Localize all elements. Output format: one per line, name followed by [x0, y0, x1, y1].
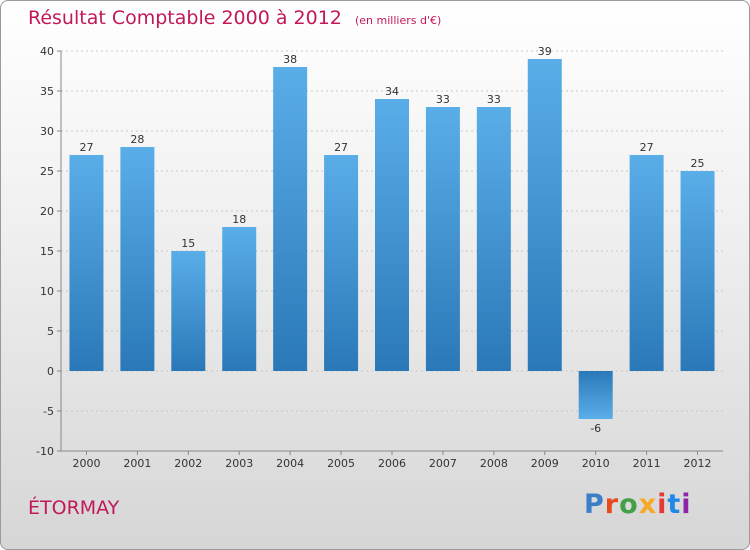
bar-2004: [273, 67, 308, 371]
bar-2007: [425, 107, 460, 371]
y-tick-label: 30: [40, 125, 54, 138]
x-tick-label-2012: 2012: [684, 457, 712, 470]
data-label-2012: 25: [691, 157, 705, 170]
data-label-2007: 33: [436, 93, 450, 106]
logo-letter: x: [638, 489, 658, 520]
x-tick-label-2003: 2003: [225, 457, 253, 470]
logo-letter: i: [657, 489, 668, 520]
data-label-2002: 15: [181, 237, 195, 250]
logo-letter: o: [619, 489, 639, 520]
y-tick-label: -10: [36, 445, 54, 458]
data-label-2003: 18: [232, 213, 246, 226]
y-tick-label: 20: [40, 205, 54, 218]
y-tick-label: 35: [40, 85, 54, 98]
y-tick-label: -5: [43, 405, 54, 418]
data-label-2001: 28: [130, 133, 144, 146]
y-tick-label: 40: [40, 45, 54, 58]
bar-2008: [476, 107, 511, 371]
data-label-2008: 33: [487, 93, 501, 106]
x-tick-label-2007: 2007: [429, 457, 457, 470]
data-label-2000: 27: [79, 141, 93, 154]
x-tick-label-2011: 2011: [633, 457, 661, 470]
bar-2011: [629, 155, 664, 371]
x-tick-label-2002: 2002: [174, 457, 202, 470]
commune-name: ÉTORMAY: [28, 497, 120, 519]
bar-2006: [375, 99, 409, 371]
chart-title-row: Résultat Comptable 2000 à 2012 (en milli…: [28, 7, 441, 29]
bar-2000: [69, 155, 104, 371]
data-label-2006: 34: [385, 85, 399, 98]
logo-letter: i: [681, 489, 692, 520]
y-tick-label: 10: [40, 285, 54, 298]
x-tick-label-2009: 2009: [531, 457, 559, 470]
proxiti-logo: Proxiti: [584, 489, 692, 520]
bar-2012: [680, 171, 715, 371]
logo-letter: P: [584, 489, 605, 520]
data-label-2004: 38: [283, 53, 297, 66]
bar-2005: [324, 155, 359, 371]
y-tick-label: 5: [47, 325, 54, 338]
x-tick-label-2006: 2006: [378, 457, 406, 470]
bar-2002: [171, 251, 206, 371]
chart-title: Résultat Comptable 2000 à 2012: [28, 7, 342, 29]
bar-2010: [578, 371, 613, 419]
data-label-2011: 27: [640, 141, 654, 154]
x-tick-label-2010: 2010: [582, 457, 610, 470]
x-tick-label-2005: 2005: [327, 457, 355, 470]
x-tick-label-2001: 2001: [123, 457, 151, 470]
bar-2009: [527, 59, 562, 371]
bar-2003: [222, 227, 257, 371]
data-label-2010: -6: [590, 422, 601, 435]
chart-subtitle: (en milliers d'€): [354, 14, 442, 27]
bar-2001: [120, 147, 155, 371]
x-tick-label-2008: 2008: [480, 457, 508, 470]
x-tick-label-2000: 2000: [72, 457, 100, 470]
x-tick-label-2004: 2004: [276, 457, 304, 470]
data-label-2009: 39: [538, 45, 552, 58]
data-label-2005: 27: [334, 141, 348, 154]
logo-letter: t: [667, 489, 682, 520]
logo-letter: r: [604, 489, 620, 520]
y-tick-label: 25: [40, 165, 54, 178]
y-tick-label: 15: [40, 245, 54, 258]
y-tick-label: 0: [47, 365, 54, 378]
